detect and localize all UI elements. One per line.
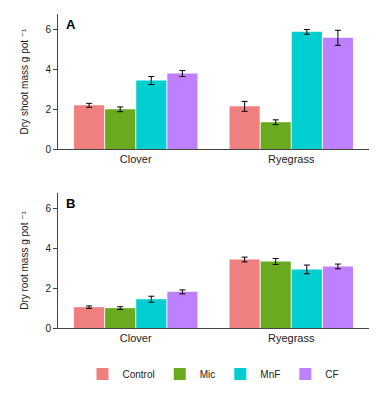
svg-text:CF: CF — [325, 369, 338, 380]
svg-text:Ryegrass: Ryegrass — [268, 332, 315, 344]
svg-text:Ryegrass: Ryegrass — [268, 153, 315, 165]
svg-text:Dry root mass g pot ⁻¹: Dry root mass g pot ⁻¹ — [19, 211, 30, 310]
svg-text:6: 6 — [45, 203, 51, 214]
svg-text:MnF: MnF — [260, 369, 280, 380]
svg-text:0: 0 — [45, 144, 51, 155]
svg-text:2: 2 — [45, 283, 51, 294]
svg-text:B: B — [66, 196, 75, 211]
svg-text:4: 4 — [45, 64, 51, 75]
svg-text:Mic: Mic — [200, 369, 216, 380]
svg-text:2: 2 — [45, 104, 51, 115]
svg-text:Control: Control — [123, 369, 155, 380]
svg-text:0: 0 — [45, 323, 51, 334]
svg-text:6: 6 — [45, 24, 51, 35]
svg-text:4: 4 — [45, 243, 51, 254]
svg-text:Clover: Clover — [120, 153, 152, 165]
svg-text:A: A — [66, 17, 76, 32]
svg-text:Clover: Clover — [120, 332, 152, 344]
svg-text:Dry shoot mass g pot ⁻¹: Dry shoot mass g pot ⁻¹ — [19, 28, 30, 135]
